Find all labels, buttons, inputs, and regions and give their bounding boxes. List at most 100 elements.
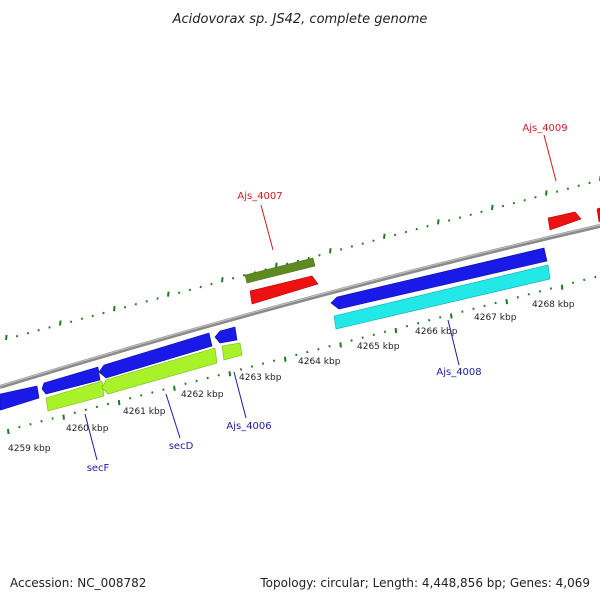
scale-label: 4261 kbp (123, 407, 166, 417)
minor-tick (206, 376, 209, 380)
major-tick (59, 320, 62, 326)
minor-tick (29, 422, 32, 426)
gene-label-secf: secF (87, 463, 110, 474)
major-tick (117, 399, 121, 406)
minor-tick (516, 295, 519, 299)
minor-tick (469, 213, 472, 216)
minor-tick (37, 329, 40, 332)
minor-tick (69, 320, 73, 323)
minor-tick (177, 291, 181, 294)
major-tick (283, 356, 287, 362)
minor-tick (428, 319, 431, 322)
minor-tick (571, 281, 575, 285)
major-tick (437, 219, 440, 225)
genome-backbone-highlight (0, 224, 600, 387)
minor-tick (383, 330, 387, 334)
minor-tick (156, 297, 159, 300)
minor-tick (317, 347, 320, 351)
inner-scale-ticks (7, 275, 597, 435)
major-tick (275, 262, 278, 268)
minor-tick (483, 304, 486, 308)
scale-label: 4262 kbp (181, 390, 224, 400)
minor-tick (426, 225, 429, 228)
scale-label: 4260 kbp (66, 424, 109, 434)
minor-tick (393, 233, 397, 237)
gene-blue-cds-1[interactable] (0, 385, 40, 411)
minor-tick (318, 253, 321, 257)
scale-label: 4268 kbp (532, 300, 575, 310)
minor-tick (231, 277, 235, 280)
minor-tick (239, 368, 243, 371)
gene-blue-cds-5[interactable] (330, 247, 548, 310)
major-tick (339, 342, 342, 348)
major-tick (329, 248, 332, 254)
minor-tick (140, 394, 143, 397)
gene-ajs-4009[interactable] (547, 211, 582, 231)
gene-ajs-4008[interactable] (333, 264, 551, 330)
minor-tick (534, 196, 537, 199)
scale-label: 4264 kbp (298, 357, 341, 367)
gene-edge-red-feature[interactable] (596, 207, 600, 223)
minor-tick (549, 287, 553, 290)
minor-tick (272, 359, 276, 362)
minor-tick (51, 417, 54, 420)
gene-secd[interactable] (101, 347, 218, 395)
minor-tick (523, 198, 526, 202)
minor-tick (588, 181, 591, 185)
minor-tick (151, 391, 154, 394)
minor-tick (48, 326, 51, 329)
leader-ajs-4007 (260, 204, 274, 251)
minor-tick (217, 373, 220, 377)
gene-secf[interactable] (45, 380, 105, 412)
gene-ajs-4006[interactable] (221, 342, 243, 361)
major-tick (394, 327, 398, 334)
minor-tick (188, 288, 192, 292)
gene-blue-cds-2[interactable] (41, 366, 101, 395)
scale-label: 4267 kbp (474, 313, 517, 323)
minor-tick (84, 408, 87, 412)
major-tick (62, 414, 65, 420)
minor-tick (199, 285, 202, 289)
leader-secd (165, 393, 181, 439)
minor-tick (73, 411, 76, 414)
minor-tick (102, 311, 105, 315)
minor-tick (439, 316, 442, 319)
major-tick (545, 190, 548, 196)
minor-tick (415, 227, 418, 231)
minor-tick (307, 256, 310, 260)
minor-tick (106, 402, 110, 406)
major-tick (560, 284, 564, 290)
major-tick (383, 233, 386, 239)
minor-tick (472, 307, 475, 311)
minor-tick (134, 303, 138, 306)
minor-tick (577, 184, 580, 188)
minor-tick (250, 365, 254, 368)
major-tick (221, 277, 224, 283)
minor-tick (594, 275, 597, 279)
gene-ajs-4007-olive-feature[interactable] (244, 257, 316, 284)
leader-ajs-4008 (447, 319, 460, 366)
minor-tick (372, 239, 375, 242)
accession-text: Accession: NC_008782 (10, 576, 147, 590)
gene-ajs-4007[interactable] (249, 275, 319, 305)
minor-tick (372, 333, 375, 336)
minor-tick (40, 420, 43, 423)
minor-tick (350, 339, 353, 342)
scale-label: 4259 kbp (8, 444, 51, 454)
minor-tick (15, 334, 19, 338)
gene-label-ajs-4006: Ajs_4006 (226, 421, 271, 432)
gene-blue-cds-4[interactable] (214, 326, 238, 344)
minor-tick (195, 379, 198, 383)
genome-summary-text: Topology: circular; Length: 4,448,856 bp… (260, 576, 590, 590)
minor-tick (361, 242, 364, 245)
leader-ajs-4009 (543, 134, 557, 182)
minor-tick (18, 425, 21, 429)
major-tick (167, 291, 170, 297)
minor-tick (501, 204, 505, 208)
gene-blue-cds-3[interactable] (98, 332, 213, 379)
minor-tick (404, 230, 408, 234)
minor-tick (123, 305, 127, 309)
scale-label: 4263 kbp (239, 373, 282, 383)
minor-tick (261, 362, 265, 365)
minor-tick (295, 353, 298, 357)
